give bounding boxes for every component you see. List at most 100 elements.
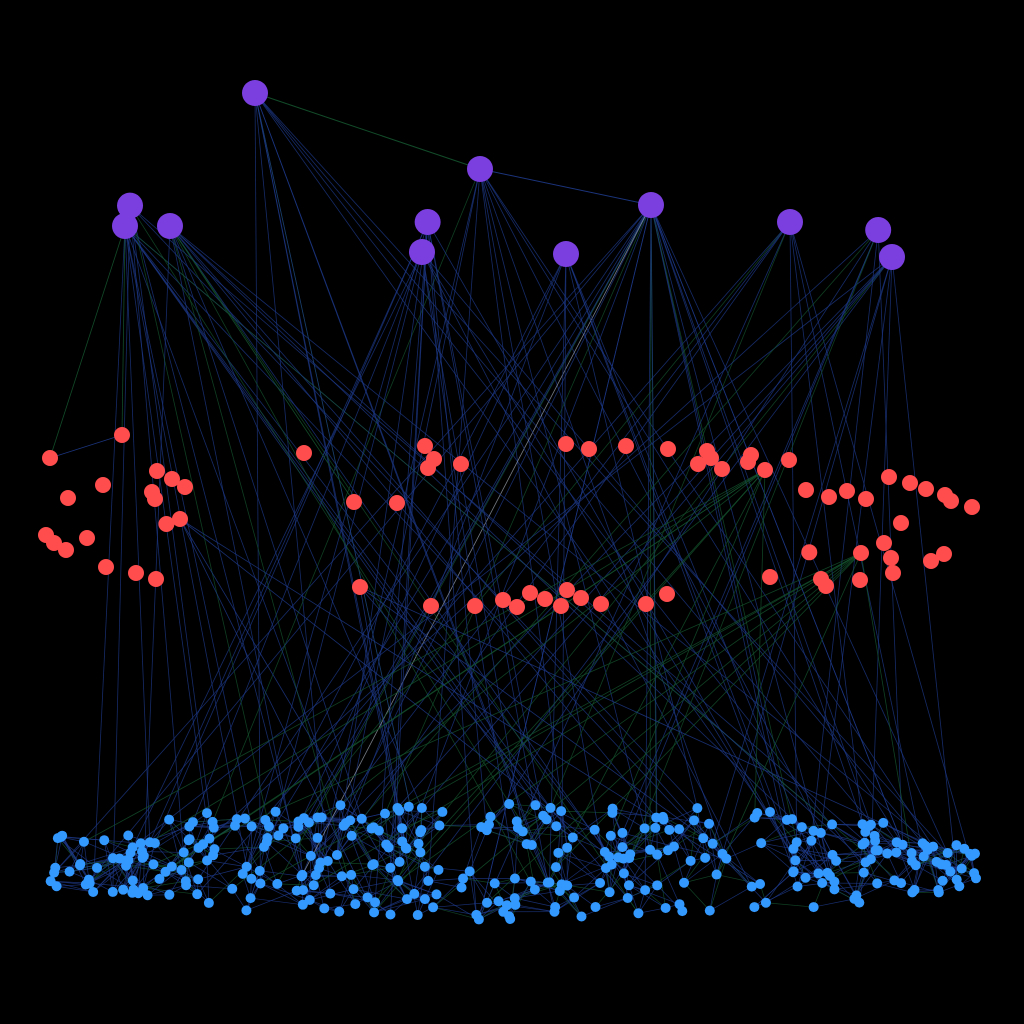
middle-tier-node bbox=[46, 535, 62, 551]
graph-edge bbox=[263, 846, 278, 884]
graph-edge bbox=[835, 860, 857, 896]
graph-edge bbox=[192, 251, 423, 823]
top-tier-node bbox=[638, 192, 664, 218]
graph-edge bbox=[432, 552, 862, 908]
middle-tier-node bbox=[943, 493, 959, 509]
graph-edge bbox=[351, 874, 398, 881]
graph-edge bbox=[427, 221, 544, 816]
bottom-tier-node bbox=[164, 889, 175, 900]
graph-edge bbox=[726, 842, 762, 859]
bottom-tier-node bbox=[937, 875, 948, 886]
bottom-tier-node bbox=[872, 878, 883, 889]
graph-edge bbox=[765, 860, 796, 903]
middle-tier-node bbox=[743, 447, 759, 463]
graph-edge bbox=[254, 92, 794, 850]
bottom-tier-node bbox=[345, 815, 356, 826]
bottom-tier-node bbox=[815, 827, 826, 838]
graph-edge bbox=[617, 229, 879, 858]
bottom-tier-node bbox=[296, 871, 307, 882]
graph-edge bbox=[246, 221, 429, 867]
graph-edge bbox=[401, 811, 443, 829]
bottom-tier-node bbox=[562, 842, 573, 853]
bottom-tier-node bbox=[501, 900, 512, 911]
graph-edge bbox=[169, 225, 356, 905]
graph-edge bbox=[168, 819, 185, 853]
graph-edge bbox=[573, 867, 607, 898]
middle-tier-node bbox=[852, 572, 868, 588]
middle-tier-node bbox=[923, 553, 939, 569]
bottom-tier-node bbox=[827, 849, 838, 860]
graph-edge bbox=[716, 552, 862, 875]
middle-tier-node bbox=[509, 599, 525, 615]
graph-edge bbox=[85, 204, 652, 885]
bottom-tier-node bbox=[970, 873, 981, 884]
bottom-tier-node bbox=[64, 866, 75, 877]
bottom-tier-node bbox=[184, 834, 195, 845]
graph-edge bbox=[558, 852, 607, 869]
graph-edge bbox=[336, 253, 567, 856]
bottom-tier-node bbox=[882, 848, 893, 859]
bottom-tier-node bbox=[891, 837, 902, 848]
bottom-tier-node bbox=[891, 847, 902, 858]
bottom-tier-node bbox=[521, 839, 532, 850]
graph-edge bbox=[246, 253, 567, 867]
bottom-tier-node bbox=[906, 848, 917, 859]
middle-tier-node bbox=[352, 579, 368, 595]
graph-edge bbox=[870, 256, 893, 860]
bottom-tier-node bbox=[639, 823, 650, 834]
graph-edge bbox=[650, 204, 903, 845]
graph-edge bbox=[877, 883, 913, 893]
graph-edge bbox=[153, 863, 199, 880]
middle-tier-node bbox=[58, 542, 74, 558]
middle-tier-node bbox=[423, 598, 439, 614]
bottom-tier-node bbox=[652, 880, 663, 891]
bottom-tier-node bbox=[606, 859, 617, 870]
bottom-tier-node bbox=[752, 807, 763, 818]
graph-edge bbox=[673, 823, 710, 847]
graph-edge bbox=[359, 586, 713, 844]
bottom-tier-node bbox=[255, 878, 266, 889]
middle-tier-node bbox=[885, 565, 901, 581]
graph-edge bbox=[761, 830, 814, 844]
middle-tier-node bbox=[573, 590, 589, 606]
bottom-tier-node bbox=[207, 816, 218, 827]
graph-edge bbox=[373, 898, 425, 913]
bottom-tier-node bbox=[511, 816, 522, 827]
graph-edge bbox=[432, 906, 479, 920]
graph-edge bbox=[359, 586, 629, 899]
graph-edge bbox=[169, 225, 423, 809]
graph-edge bbox=[129, 205, 876, 851]
graph-edge bbox=[650, 204, 788, 820]
bottom-tier-node bbox=[78, 836, 89, 847]
middle-tier-node bbox=[147, 491, 163, 507]
graph-edge bbox=[428, 880, 462, 888]
bottom-tier-node bbox=[192, 889, 203, 900]
bottom-tier-node bbox=[896, 878, 907, 889]
bottom-tier-node bbox=[704, 905, 715, 916]
graph-edge bbox=[373, 898, 408, 913]
top-tier-node bbox=[777, 209, 803, 235]
graph-edge bbox=[143, 880, 186, 889]
graph-edge bbox=[397, 552, 862, 882]
graph-edge bbox=[406, 825, 440, 849]
graph-edge bbox=[565, 253, 698, 809]
graph-edge bbox=[169, 225, 753, 887]
bottom-tier-node bbox=[870, 835, 881, 846]
bottom-tier-node bbox=[792, 881, 803, 892]
bottom-tier-node bbox=[331, 850, 342, 861]
graph-edge bbox=[479, 168, 568, 848]
bottom-tier-node bbox=[658, 814, 669, 825]
bottom-tier-node bbox=[319, 903, 330, 914]
graph-edge bbox=[397, 256, 893, 809]
bottom-tier-node bbox=[664, 824, 675, 835]
bottom-tier-node bbox=[959, 843, 970, 854]
bottom-tier-node bbox=[806, 835, 817, 846]
top-tier-node bbox=[117, 192, 144, 219]
graph-edge bbox=[246, 819, 266, 867]
bottom-tier-node bbox=[239, 813, 250, 824]
graph-edge bbox=[129, 205, 311, 901]
graph-edge bbox=[417, 866, 426, 916]
graph-edge bbox=[254, 92, 419, 844]
bottom-tier-node bbox=[394, 805, 405, 816]
bottom-tier-node bbox=[415, 827, 426, 838]
